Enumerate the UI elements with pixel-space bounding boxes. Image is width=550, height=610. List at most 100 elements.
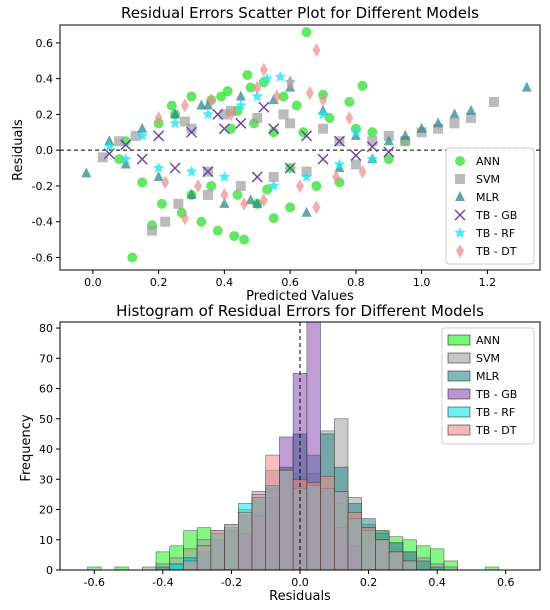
histogram-bar xyxy=(210,530,225,571)
data-point xyxy=(130,130,141,141)
data-point xyxy=(268,213,279,224)
data-point xyxy=(253,80,262,95)
data-point xyxy=(245,194,256,205)
data-point xyxy=(120,158,131,169)
data-point xyxy=(196,216,207,227)
data-point xyxy=(301,130,313,142)
data-point xyxy=(416,122,427,133)
legend-label: TB - GB xyxy=(475,388,517,401)
data-point xyxy=(196,99,207,110)
histogram-bar xyxy=(169,563,184,571)
data-point xyxy=(332,170,341,185)
histogram-ylabel: Frequency xyxy=(19,414,34,481)
legend-marker xyxy=(454,209,466,221)
histogram-bar xyxy=(306,481,321,571)
data-point xyxy=(225,123,236,134)
data-point xyxy=(81,167,92,178)
x-tick-label: 0.0 xyxy=(291,576,309,589)
data-point xyxy=(345,110,354,125)
series-tb-dt xyxy=(183,454,417,571)
x-tick-label: 0.0 xyxy=(84,276,102,289)
data-point xyxy=(367,136,378,147)
data-point xyxy=(465,112,476,123)
data-point xyxy=(218,171,231,182)
legend-label: TB - RF xyxy=(475,227,515,240)
data-point xyxy=(156,198,167,209)
data-point xyxy=(202,189,213,200)
data-point xyxy=(305,85,314,100)
data-point xyxy=(285,202,296,213)
data-point xyxy=(180,211,189,226)
data-point xyxy=(137,177,148,188)
scatter-ylabel: Residuals xyxy=(11,119,26,181)
data-point xyxy=(449,108,460,119)
data-point xyxy=(207,93,216,108)
data-point xyxy=(259,62,268,77)
histogram-bar xyxy=(196,545,212,571)
data-point xyxy=(173,198,184,209)
data-point xyxy=(400,136,411,147)
legend-swatch xyxy=(447,388,471,400)
data-point xyxy=(235,117,247,129)
data-point xyxy=(152,162,165,173)
data-point xyxy=(104,135,115,146)
y-tick-label: 60 xyxy=(39,383,53,396)
y-tick-label: 40 xyxy=(39,443,53,456)
legend-label: MLR xyxy=(476,191,500,204)
data-point xyxy=(216,91,227,102)
series-tb-gb xyxy=(103,101,395,183)
data-point xyxy=(218,123,230,135)
data-point xyxy=(169,162,181,174)
data-point xyxy=(268,179,280,191)
x-tick-label: 0.2 xyxy=(360,576,378,589)
legend-marker xyxy=(455,174,465,184)
data-point xyxy=(114,154,125,165)
legend-swatch xyxy=(447,334,471,346)
histogram-bar xyxy=(375,539,390,571)
data-point xyxy=(239,234,250,245)
data-point xyxy=(180,98,189,113)
histogram-bar xyxy=(402,560,417,571)
y-tick-label: -0.6 xyxy=(32,251,53,264)
data-point xyxy=(232,189,243,200)
data-point xyxy=(278,109,289,120)
data-point xyxy=(120,139,132,151)
data-point xyxy=(251,90,263,102)
histogram-bar xyxy=(388,551,404,571)
data-point xyxy=(114,136,125,147)
data-point xyxy=(169,117,181,129)
data-point xyxy=(366,153,378,164)
data-point xyxy=(274,70,286,82)
y-tick-label: 0.4 xyxy=(36,73,54,86)
data-point xyxy=(259,193,268,208)
y-tick-label: -0.4 xyxy=(32,216,53,229)
data-point xyxy=(166,100,177,111)
data-point xyxy=(186,126,198,138)
data-point xyxy=(147,225,158,236)
legend-swatch xyxy=(447,352,471,364)
data-point xyxy=(186,123,197,134)
data-point xyxy=(240,196,249,211)
series-tb-rf xyxy=(103,70,378,191)
data-point xyxy=(186,91,197,102)
legend-marker xyxy=(455,191,465,201)
legend-swatch xyxy=(447,370,471,382)
data-point xyxy=(357,80,368,91)
data-point xyxy=(311,180,322,191)
y-tick-label: 70 xyxy=(39,352,53,365)
histogram-bar xyxy=(361,527,376,571)
data-point xyxy=(300,171,313,182)
data-point xyxy=(383,146,395,158)
y-tick-label: 30 xyxy=(39,473,53,486)
data-point xyxy=(202,99,213,110)
data-point xyxy=(268,172,279,183)
data-point xyxy=(235,180,246,191)
data-point xyxy=(251,171,263,183)
data-point xyxy=(291,100,302,111)
data-point xyxy=(400,129,411,140)
data-point xyxy=(324,112,335,123)
data-point xyxy=(202,166,214,178)
data-point xyxy=(333,158,346,170)
y-tick-label: 0.0 xyxy=(36,144,54,157)
